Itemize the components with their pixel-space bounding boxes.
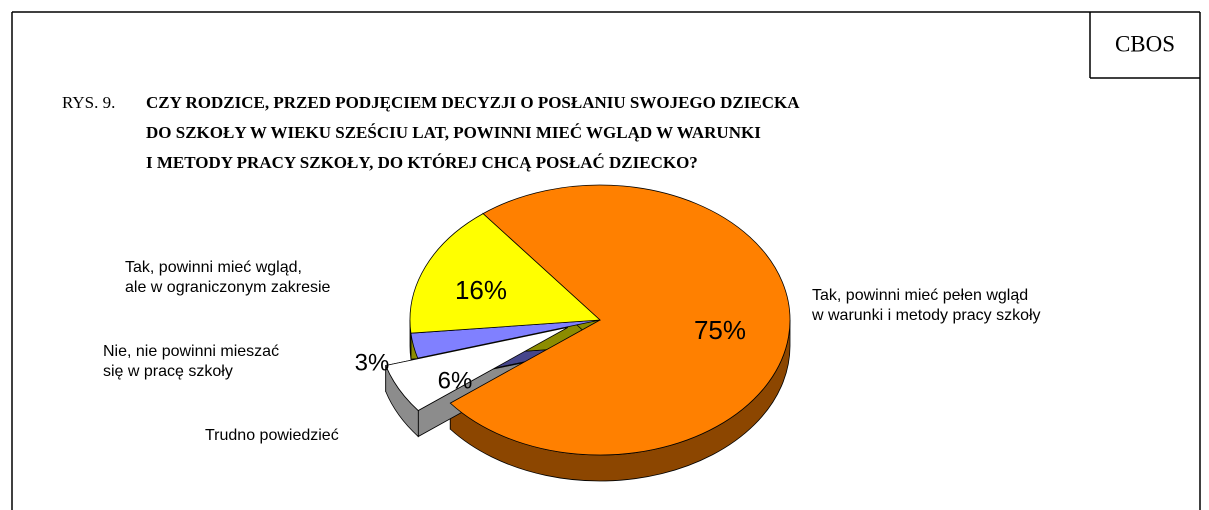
chart-title: DO SZKOŁY W WIEKU SZEŚCIU LAT, POWINNI M… — [146, 123, 761, 142]
value-label: 16% — [455, 275, 507, 305]
category-label: Tak, powinni mieć wgląd, ale w ograniczo… — [125, 259, 331, 296]
chart-title: I METODY PRACY SZKOŁY, DO KTÓREJ CHCĄ PO… — [146, 153, 698, 172]
pie-tops — [385, 184, 791, 456]
category-label: Tak, powinni mieć pełen wgląd w warunki … — [812, 287, 1041, 324]
value-label: 6% — [438, 367, 473, 394]
brand: CBOS — [1115, 31, 1175, 56]
value-labels: 75% 6% 3% 16% — [355, 275, 746, 394]
frame — [11, 11, 1201, 510]
slice — [385, 327, 569, 412]
value-label: 3% — [355, 349, 390, 376]
category-label: Nie, nie powinni mieszać się w pracę szk… — [103, 343, 280, 380]
slice — [409, 213, 601, 334]
category-label: Trudno powiedzieć — [205, 427, 339, 444]
slice — [449, 184, 791, 456]
figure-label: RYS. 9. — [62, 93, 115, 112]
chart-title: CZY RODZICE, PRZED PODJĘCIEM DECYZJI O P… — [146, 93, 800, 112]
value-label: 75% — [694, 315, 746, 345]
